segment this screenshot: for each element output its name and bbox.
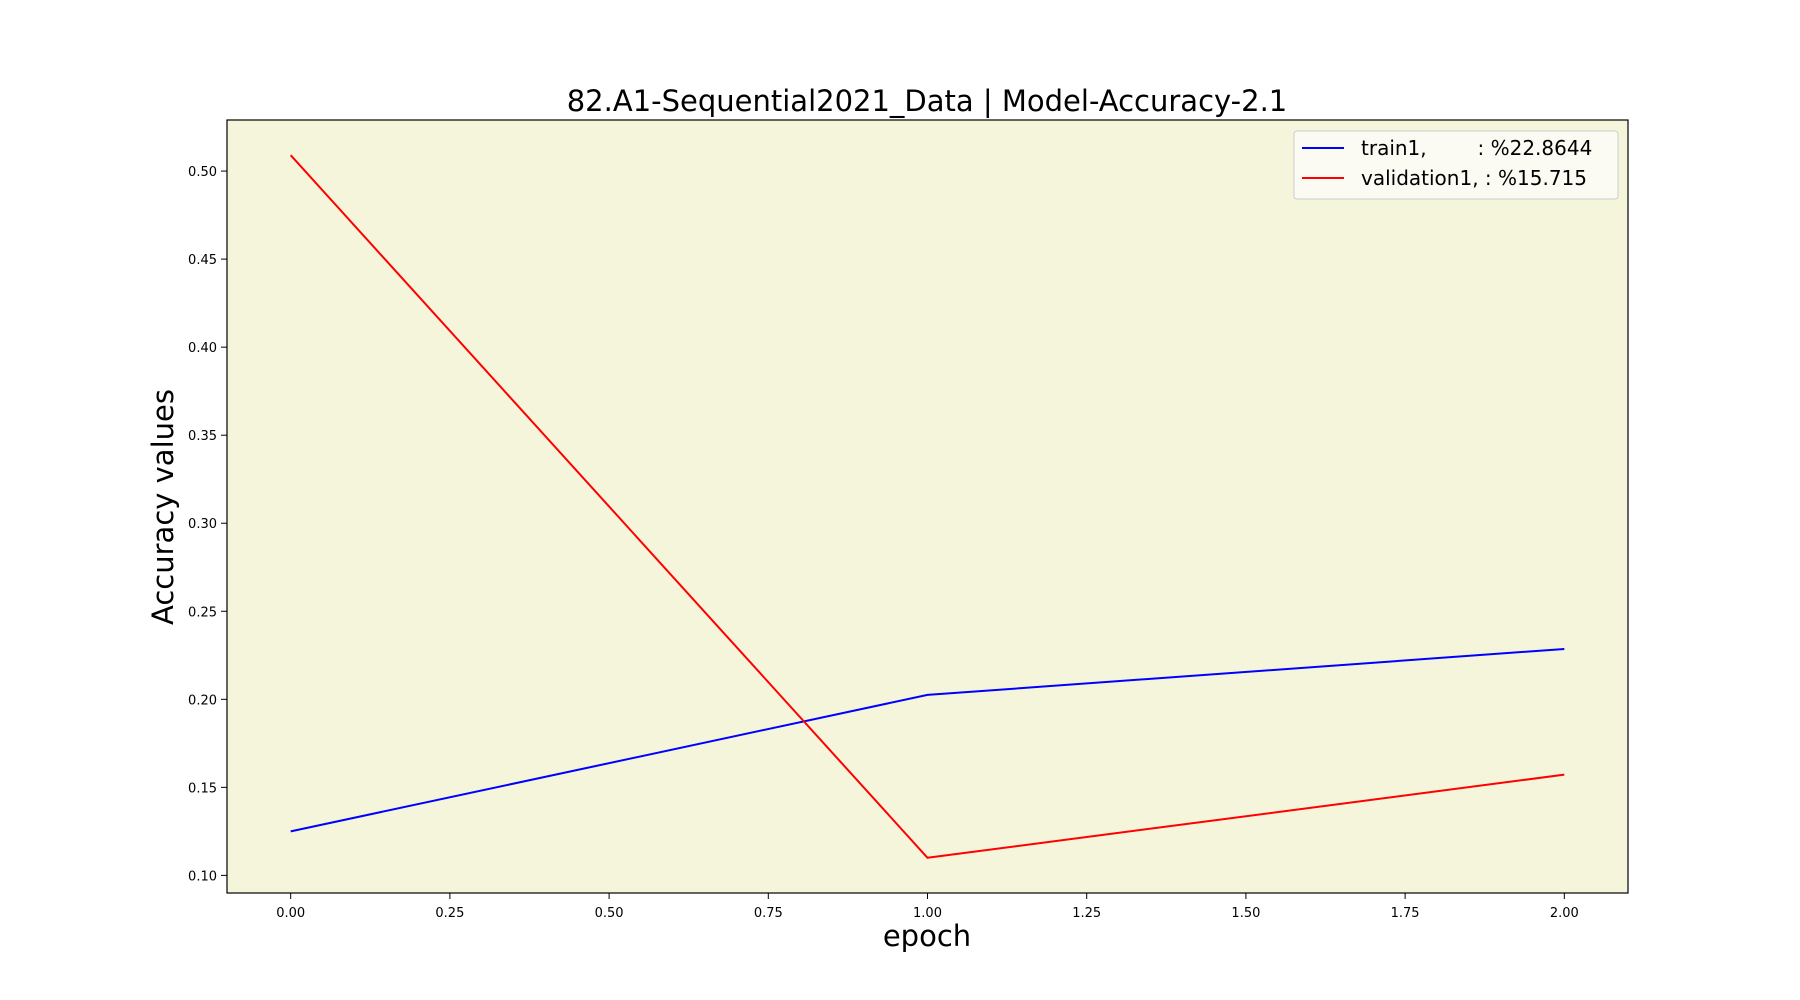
- legend-label-train: train1, : %22.8644: [1361, 136, 1592, 160]
- x-tick-label: 1.75: [1391, 906, 1420, 921]
- legend-box: [1293, 130, 1619, 200]
- y-tick-label: 0.20: [188, 693, 217, 708]
- x-tick-label: 2.00: [1550, 906, 1579, 921]
- series-layer: [289, 154, 1565, 859]
- x-tick-label: 0.75: [754, 906, 783, 921]
- y-tick-label: 0.50: [188, 165, 217, 180]
- y-axis-ticks: 0.10 0.15 0.20 0.25 0.30 0.35 0.40 0.45 0.50: [188, 165, 227, 884]
- x-tick-label: 1.00: [913, 906, 942, 921]
- chart-title: 82.A1-Sequential2021_Data | Model-Accura…: [567, 84, 1288, 118]
- plot-background: [227, 120, 1628, 893]
- y-tick-label: 0.25: [188, 605, 217, 620]
- y-tick-label: 0.45: [188, 253, 217, 268]
- train-series-line: [290, 647, 1565, 833]
- x-tick-label: 1.25: [1072, 906, 1101, 921]
- x-axis-label: epoch: [883, 919, 971, 953]
- y-tick-label: 0.10: [188, 869, 217, 884]
- y-tick-label: 0.15: [188, 781, 217, 796]
- y-tick-label: 0.30: [188, 517, 217, 532]
- x-tick-label: 1.50: [1231, 906, 1260, 921]
- y-tick-label: 0.35: [188, 429, 217, 444]
- y-axis-label: Accuracy values: [146, 389, 180, 625]
- x-tick-label: 0.00: [276, 906, 305, 921]
- y-tick-label: 0.40: [188, 341, 217, 356]
- x-tick-label: 0.50: [595, 906, 624, 921]
- legend-label-validation: validation1, : %15.715: [1361, 166, 1587, 190]
- legend: train1, : %22.8644 validation1, : %15.71…: [1293, 130, 1619, 200]
- validation-series-line: [289, 154, 1565, 859]
- x-axis-ticks: 0.00 0.25 0.50 0.75 1.00 1.25 1.50 1.75 2.00: [276, 893, 1579, 921]
- x-tick-label: 0.25: [435, 906, 464, 921]
